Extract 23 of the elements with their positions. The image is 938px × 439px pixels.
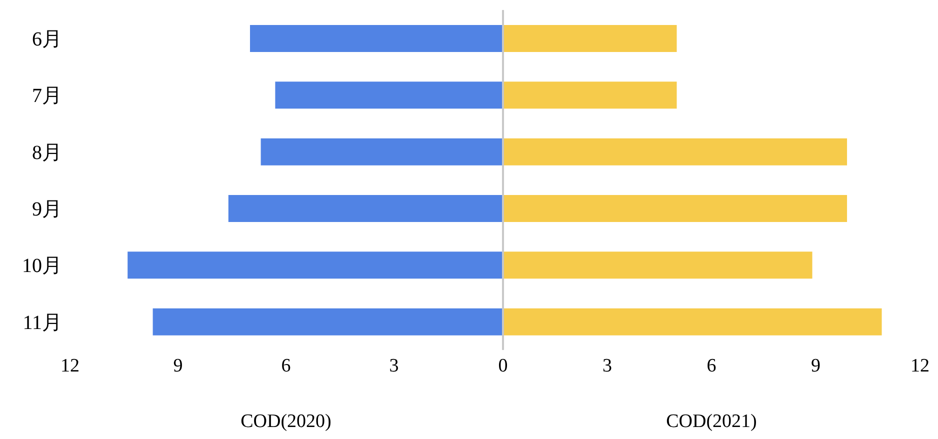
bar — [152, 308, 502, 336]
x-tick-label: 12 — [60, 355, 80, 376]
y-tick-label: 7月 — [32, 85, 62, 108]
y-tick-label: 11月 — [22, 312, 62, 334]
bar — [128, 252, 502, 279]
bar — [228, 195, 502, 222]
y-tick-label: 9月 — [32, 198, 62, 220]
y-tick-label: 10月 — [22, 255, 62, 278]
bar — [260, 138, 502, 166]
x-axis-title: COD(2021) — [666, 411, 757, 432]
x-tick-label: 9 — [173, 355, 183, 376]
bar — [275, 82, 502, 109]
y-tick-label: 6月 — [32, 28, 62, 50]
x-tick-label: 3 — [389, 355, 399, 376]
x-tick-label: 12 — [910, 355, 930, 376]
x-tick-label: 6 — [706, 355, 716, 376]
x-tick-label: 6 — [281, 355, 291, 376]
bar — [250, 25, 502, 52]
x-tick-label: 3 — [602, 355, 612, 376]
y-tick-label: 8月 — [32, 142, 62, 164]
x-tick-label: 9 — [811, 355, 820, 376]
x-tick-label: 0 — [498, 355, 508, 376]
x-axis-title: COD(2020) — [240, 411, 332, 432]
